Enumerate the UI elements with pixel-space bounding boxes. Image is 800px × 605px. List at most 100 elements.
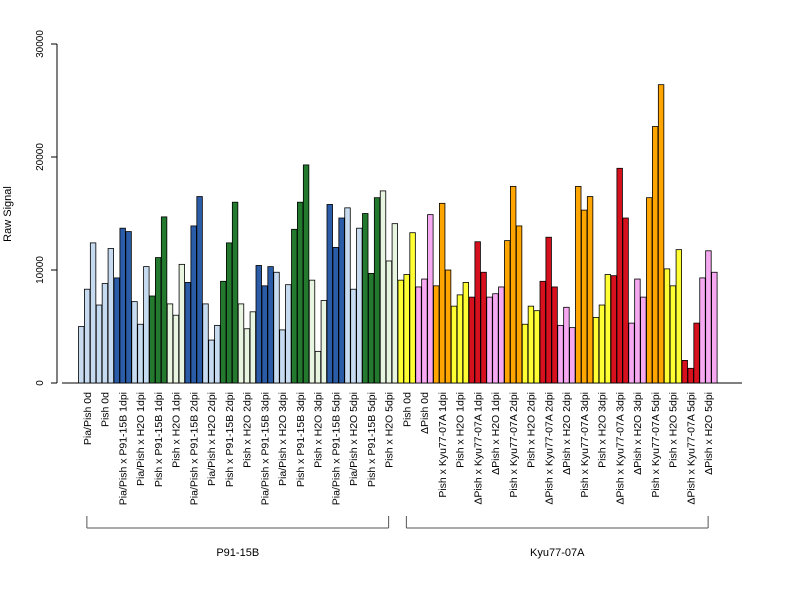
bar bbox=[515, 225, 523, 384]
x-tick-label: Pish x H2O 2dpi bbox=[526, 392, 538, 468]
x-tick-label: Pish x P91-15B 2dpi bbox=[224, 392, 236, 487]
bar bbox=[539, 280, 546, 384]
x-tick-label: Pia/Pish x H2O 3dpi bbox=[277, 392, 289, 486]
bar bbox=[622, 217, 629, 384]
x-tick-label: Pia/Pish x P91-15B 2dpi bbox=[188, 392, 200, 505]
bar bbox=[474, 241, 481, 384]
bar bbox=[421, 278, 428, 384]
bar bbox=[699, 277, 706, 384]
bar bbox=[444, 269, 452, 384]
bar bbox=[652, 126, 659, 384]
bar bbox=[462, 282, 470, 384]
x-tick-label: Pish x Kyu77-07A 3dpi bbox=[579, 392, 591, 498]
x-tick-label: Pia/Pish x H2O 5dpi bbox=[348, 392, 360, 486]
bar bbox=[202, 303, 209, 384]
bar bbox=[586, 196, 594, 384]
x-tick-label: Pia/Pish 0d bbox=[82, 392, 94, 445]
y-tick-label: 20000 bbox=[35, 143, 46, 171]
bar bbox=[267, 266, 274, 384]
y-tick-label: 0 bbox=[35, 380, 46, 386]
x-tick-label: Pia/Pish x H2O 1dpi bbox=[135, 392, 147, 486]
x-tick-label: Pia/Pish x H2O 2dpi bbox=[206, 392, 218, 486]
bar bbox=[450, 305, 458, 384]
bar bbox=[592, 317, 600, 384]
bar bbox=[338, 217, 345, 384]
bar bbox=[84, 288, 91, 384]
x-tick-label: Pish x Kyu77-07A 1dpi bbox=[437, 392, 449, 498]
bar bbox=[427, 214, 434, 384]
category-labels: Pia/Pish 0d Pish 0d Pia/Pish x P91-15B 1dp… bbox=[82, 392, 715, 505]
bar bbox=[231, 201, 239, 384]
bar bbox=[480, 271, 487, 384]
bar bbox=[569, 327, 576, 384]
bar bbox=[362, 213, 369, 384]
bar bbox=[415, 286, 422, 384]
bar bbox=[78, 326, 85, 384]
bar bbox=[610, 275, 617, 384]
bar bbox=[557, 324, 564, 384]
bar bbox=[521, 323, 529, 384]
x-tick-label: Pish x H2O 1dpi bbox=[455, 392, 467, 468]
bar bbox=[308, 279, 316, 384]
bar bbox=[634, 278, 641, 384]
bar bbox=[575, 185, 582, 384]
bar bbox=[320, 300, 328, 384]
bar bbox=[368, 272, 375, 384]
bar bbox=[291, 228, 298, 384]
bar bbox=[297, 201, 304, 384]
x-tick-label: ΔPish 0d bbox=[419, 392, 431, 434]
bar bbox=[95, 304, 103, 384]
bar bbox=[208, 339, 215, 384]
bar bbox=[243, 328, 251, 384]
bar bbox=[131, 301, 138, 384]
bar bbox=[314, 350, 322, 384]
bar bbox=[533, 310, 540, 384]
bar bbox=[456, 294, 464, 384]
bar bbox=[397, 279, 404, 384]
bar bbox=[220, 280, 227, 384]
x-tick-label: ΔPish x H2O 3dpi bbox=[632, 392, 644, 475]
y-tick-label: 10000 bbox=[35, 256, 46, 284]
bar bbox=[433, 285, 440, 384]
bar bbox=[279, 329, 286, 384]
bar bbox=[119, 227, 126, 384]
bar bbox=[160, 216, 168, 384]
bar bbox=[403, 274, 410, 384]
bar bbox=[563, 306, 570, 384]
y-tick-label: 30000 bbox=[35, 30, 46, 58]
x-tick-label: Pish x P91-15B 3dpi bbox=[295, 392, 307, 487]
bar bbox=[510, 185, 517, 384]
x-tick-label: ΔPish x Kyu77-07A 1dpi bbox=[472, 392, 484, 505]
x-tick-label: ΔPish x Kyu77-07A 5dpi bbox=[685, 392, 697, 505]
bars bbox=[78, 84, 718, 384]
x-tick-label: ΔPish x H2O 5dpi bbox=[703, 392, 715, 475]
bar bbox=[486, 296, 493, 384]
bar bbox=[681, 359, 688, 384]
bar bbox=[391, 223, 399, 384]
bar bbox=[551, 286, 558, 384]
bar bbox=[285, 284, 292, 384]
bar bbox=[172, 314, 180, 384]
bar bbox=[657, 84, 665, 384]
x-tick-label: Pish x P91-15B 1dpi bbox=[153, 392, 165, 487]
bar bbox=[356, 227, 363, 384]
bar bbox=[675, 249, 682, 384]
bar bbox=[125, 231, 132, 384]
bar bbox=[184, 282, 191, 384]
bar bbox=[143, 266, 150, 384]
bar bbox=[687, 367, 694, 384]
x-tick-label: Pish 0d bbox=[401, 392, 413, 427]
bar bbox=[705, 250, 712, 384]
bar bbox=[545, 236, 552, 384]
x-tick-label: ΔPish x Kyu77-07A 2dpi bbox=[543, 392, 555, 505]
bar bbox=[711, 271, 718, 384]
group-label: P91-15B bbox=[216, 547, 259, 559]
bar bbox=[439, 202, 446, 384]
x-tick-label: ΔPish x H2O 2dpi bbox=[561, 392, 573, 475]
x-tick-label: Pish x H2O 2dpi bbox=[242, 392, 254, 468]
bar bbox=[178, 263, 185, 384]
bar bbox=[504, 240, 511, 384]
bar bbox=[226, 242, 233, 384]
group-label: Kyu77-07A bbox=[530, 547, 585, 559]
